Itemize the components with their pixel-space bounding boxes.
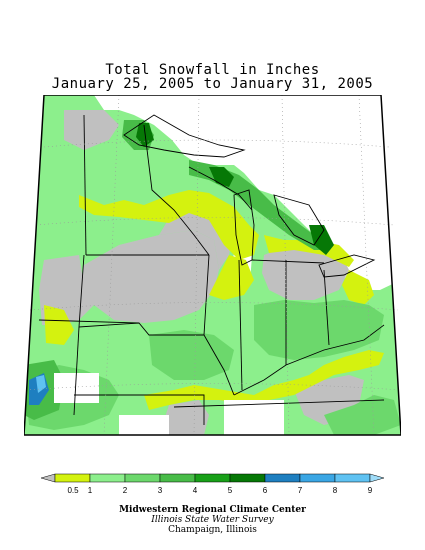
snow-region-light-illinois xyxy=(209,255,254,300)
border-iowa-missouri xyxy=(78,254,204,336)
map-frame xyxy=(24,95,401,436)
legend-arrow-high xyxy=(369,473,385,483)
legend-bins xyxy=(40,473,385,483)
legend-bin-6 xyxy=(229,473,266,483)
snow-region-none-tennessee xyxy=(224,400,284,435)
lake-superior-outline xyxy=(123,114,246,158)
snowfall-regions xyxy=(24,95,401,435)
legend-label-1: 1 xyxy=(88,486,93,495)
border-minnesota-wisconsin xyxy=(143,124,210,256)
legend-label-9: 9 xyxy=(368,486,373,495)
legend-bin-8 xyxy=(299,473,336,483)
legend-bin-2 xyxy=(89,473,126,483)
legend-label-7: 7 xyxy=(298,486,303,495)
graticule xyxy=(25,95,401,436)
legend-label-5: 5 xyxy=(228,486,233,495)
snow-region-light-ohio xyxy=(342,270,374,305)
legend-label-6: 6 xyxy=(263,486,268,495)
border-missouri-south xyxy=(73,326,80,416)
legend-labels: 0.5 1 2 3 4 5 6 7 8 9 xyxy=(67,486,372,495)
snow-region-dark-upper-mi xyxy=(209,167,234,187)
legend-bin-4 xyxy=(159,473,196,483)
lake-erie-outline xyxy=(318,254,376,278)
snow-region-none-arkansas xyxy=(119,415,169,435)
snow-region-medium-missouri xyxy=(149,330,234,380)
legend-label-3: 3 xyxy=(158,486,163,495)
snowfall-legend: 0.5 1 2 3 4 5 6 7 8 9 xyxy=(40,473,385,495)
snow-region-trace-missouri-south xyxy=(164,400,209,435)
border-michigan-indiana xyxy=(251,259,325,264)
legend-bin-1 xyxy=(54,473,91,483)
great-lakes xyxy=(123,114,376,278)
legend-label-4: 4 xyxy=(193,486,198,495)
border-illinois-indiana xyxy=(238,259,243,391)
state-borders xyxy=(38,114,385,425)
border-upper-mi xyxy=(188,166,253,211)
legend-label-0.5: 0.5 xyxy=(67,486,79,495)
border-illinois-west xyxy=(203,254,235,396)
border-missouri-arkansas xyxy=(74,394,205,425)
border-nebraska-kansas xyxy=(38,319,140,324)
snow-region-light-west xyxy=(44,305,74,345)
legend-bin-3 xyxy=(124,473,161,483)
map-title: Total Snowfall in Inches xyxy=(105,62,320,78)
border-ohio-river xyxy=(233,324,385,396)
legend-bin-5 xyxy=(194,473,231,483)
snow-region-medium-se xyxy=(324,395,401,435)
legend-label-2: 2 xyxy=(123,486,128,495)
snow-region-dark-huron xyxy=(309,225,334,255)
border-ohio-penn xyxy=(323,269,330,346)
snowfall-map xyxy=(24,95,401,436)
snow-region-trace-michigan xyxy=(262,243,349,300)
lake-michigan-outline xyxy=(233,189,255,266)
legend-bin-9 xyxy=(334,473,371,483)
border-dakotas-minnesota xyxy=(83,114,87,256)
map-date-range: January 25, 2005 to January 31, 2005 xyxy=(51,76,374,92)
snow-region-lightblue-sw-corner xyxy=(36,375,46,393)
snow-region-trace-nw xyxy=(64,110,119,150)
border-kentucky-tennessee xyxy=(173,399,385,408)
snow-region-trace-iowa xyxy=(79,230,219,323)
legend-bin-7 xyxy=(264,473,301,483)
credit-survey: Illinois State Water Survey xyxy=(151,515,274,525)
legend-label-8: 8 xyxy=(333,486,338,495)
credit-location: Champaign, Illinois xyxy=(168,525,257,535)
credit-organization: Midwestern Regional Climate Center xyxy=(119,505,306,515)
legend-arrow-low xyxy=(40,473,56,483)
snow-region-light-north xyxy=(79,190,259,260)
snow-region-light-lower-mi xyxy=(264,235,354,267)
lake-huron-outline xyxy=(273,194,325,246)
